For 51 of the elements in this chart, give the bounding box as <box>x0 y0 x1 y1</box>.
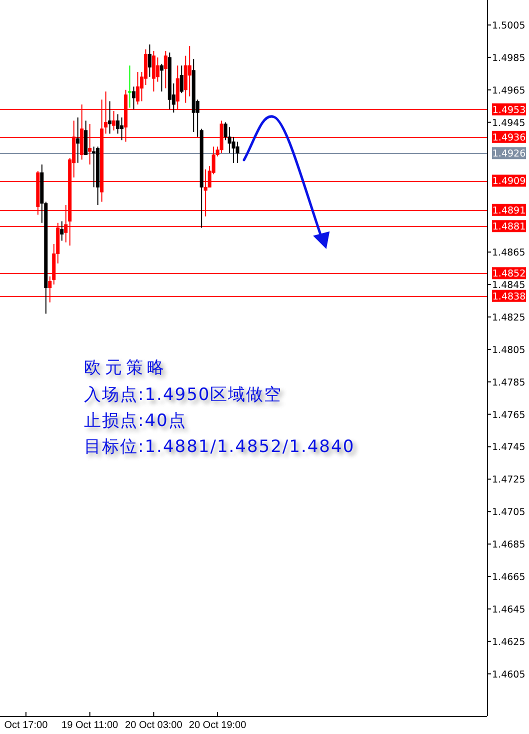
candlestick <box>236 141 240 164</box>
ref-line-label: 1.4909 <box>492 176 526 188</box>
candlestick <box>108 100 112 134</box>
y-tick-label: 1.4605 <box>492 669 526 680</box>
candlestick <box>164 50 168 89</box>
candlestick <box>132 86 136 110</box>
y-tick-label: 1.5005 <box>492 20 526 32</box>
annotation: 欧元策略 <box>84 358 168 378</box>
x-tick-label: 19 Oct 11:00 <box>62 720 119 731</box>
annotation: 入场点:1.4950区域做空 <box>84 385 282 405</box>
ref-line-label: 1.4838 <box>492 291 526 302</box>
y-tick-label: 1.4645 <box>492 604 526 616</box>
y-tick-label: 1.4765 <box>492 410 526 421</box>
y-tick-label: 1.4725 <box>492 474 526 486</box>
candlestick <box>188 46 192 97</box>
candlestick <box>76 116 80 164</box>
y-tick-label: 1.4665 <box>492 572 526 583</box>
candlestick <box>60 220 64 242</box>
ref-line-label: 1.4926 <box>492 148 526 160</box>
y-tick-label: 1.4985 <box>492 52 526 64</box>
ref-line-label: 1.4881 <box>492 222 526 233</box>
x-tick-label: 20 Oct 19:00 <box>188 720 247 731</box>
candlestick <box>156 56 160 82</box>
y-tick-label: 1.4685 <box>492 540 526 551</box>
y-tick-label: 1.4865 <box>492 248 526 259</box>
candlestick <box>116 114 120 134</box>
ref-line-label: 1.4852 <box>492 268 526 280</box>
candlestick <box>120 116 124 141</box>
y-tick-label: 1.4785 <box>492 377 526 388</box>
candlestick <box>148 44 152 78</box>
y-tick-label: 1.4805 <box>492 344 526 356</box>
x-tick-label: Oct 17:00 <box>4 720 48 731</box>
candlestick <box>136 72 140 105</box>
candlestick <box>152 50 156 92</box>
x-tick-label: 20 Oct 03:00 <box>125 720 183 731</box>
annotation: 目标位:1.4881/1.4852/1.4840 <box>84 437 355 457</box>
candlestick <box>180 65 184 94</box>
y-tick-label: 1.4845 <box>492 280 526 292</box>
annotation: 止损点:40点 <box>84 411 186 431</box>
candlestick <box>128 65 132 108</box>
candlestick <box>160 63 164 92</box>
ref-line-label: 1.4891 <box>492 205 526 216</box>
y-tick-label: 1.4945 <box>492 118 526 129</box>
candlestick <box>92 146 96 188</box>
y-tick-label: 1.4825 <box>492 312 526 324</box>
ref-line-label: 1.4953 <box>492 104 526 116</box>
y-tick-label: 1.4745 <box>492 442 526 454</box>
y-tick-label: 1.4965 <box>492 85 526 96</box>
ref-line-label: 1.4936 <box>492 132 526 144</box>
y-tick-label: 1.4705 <box>492 507 526 518</box>
y-tick-label: 1.4625 <box>492 636 526 648</box>
